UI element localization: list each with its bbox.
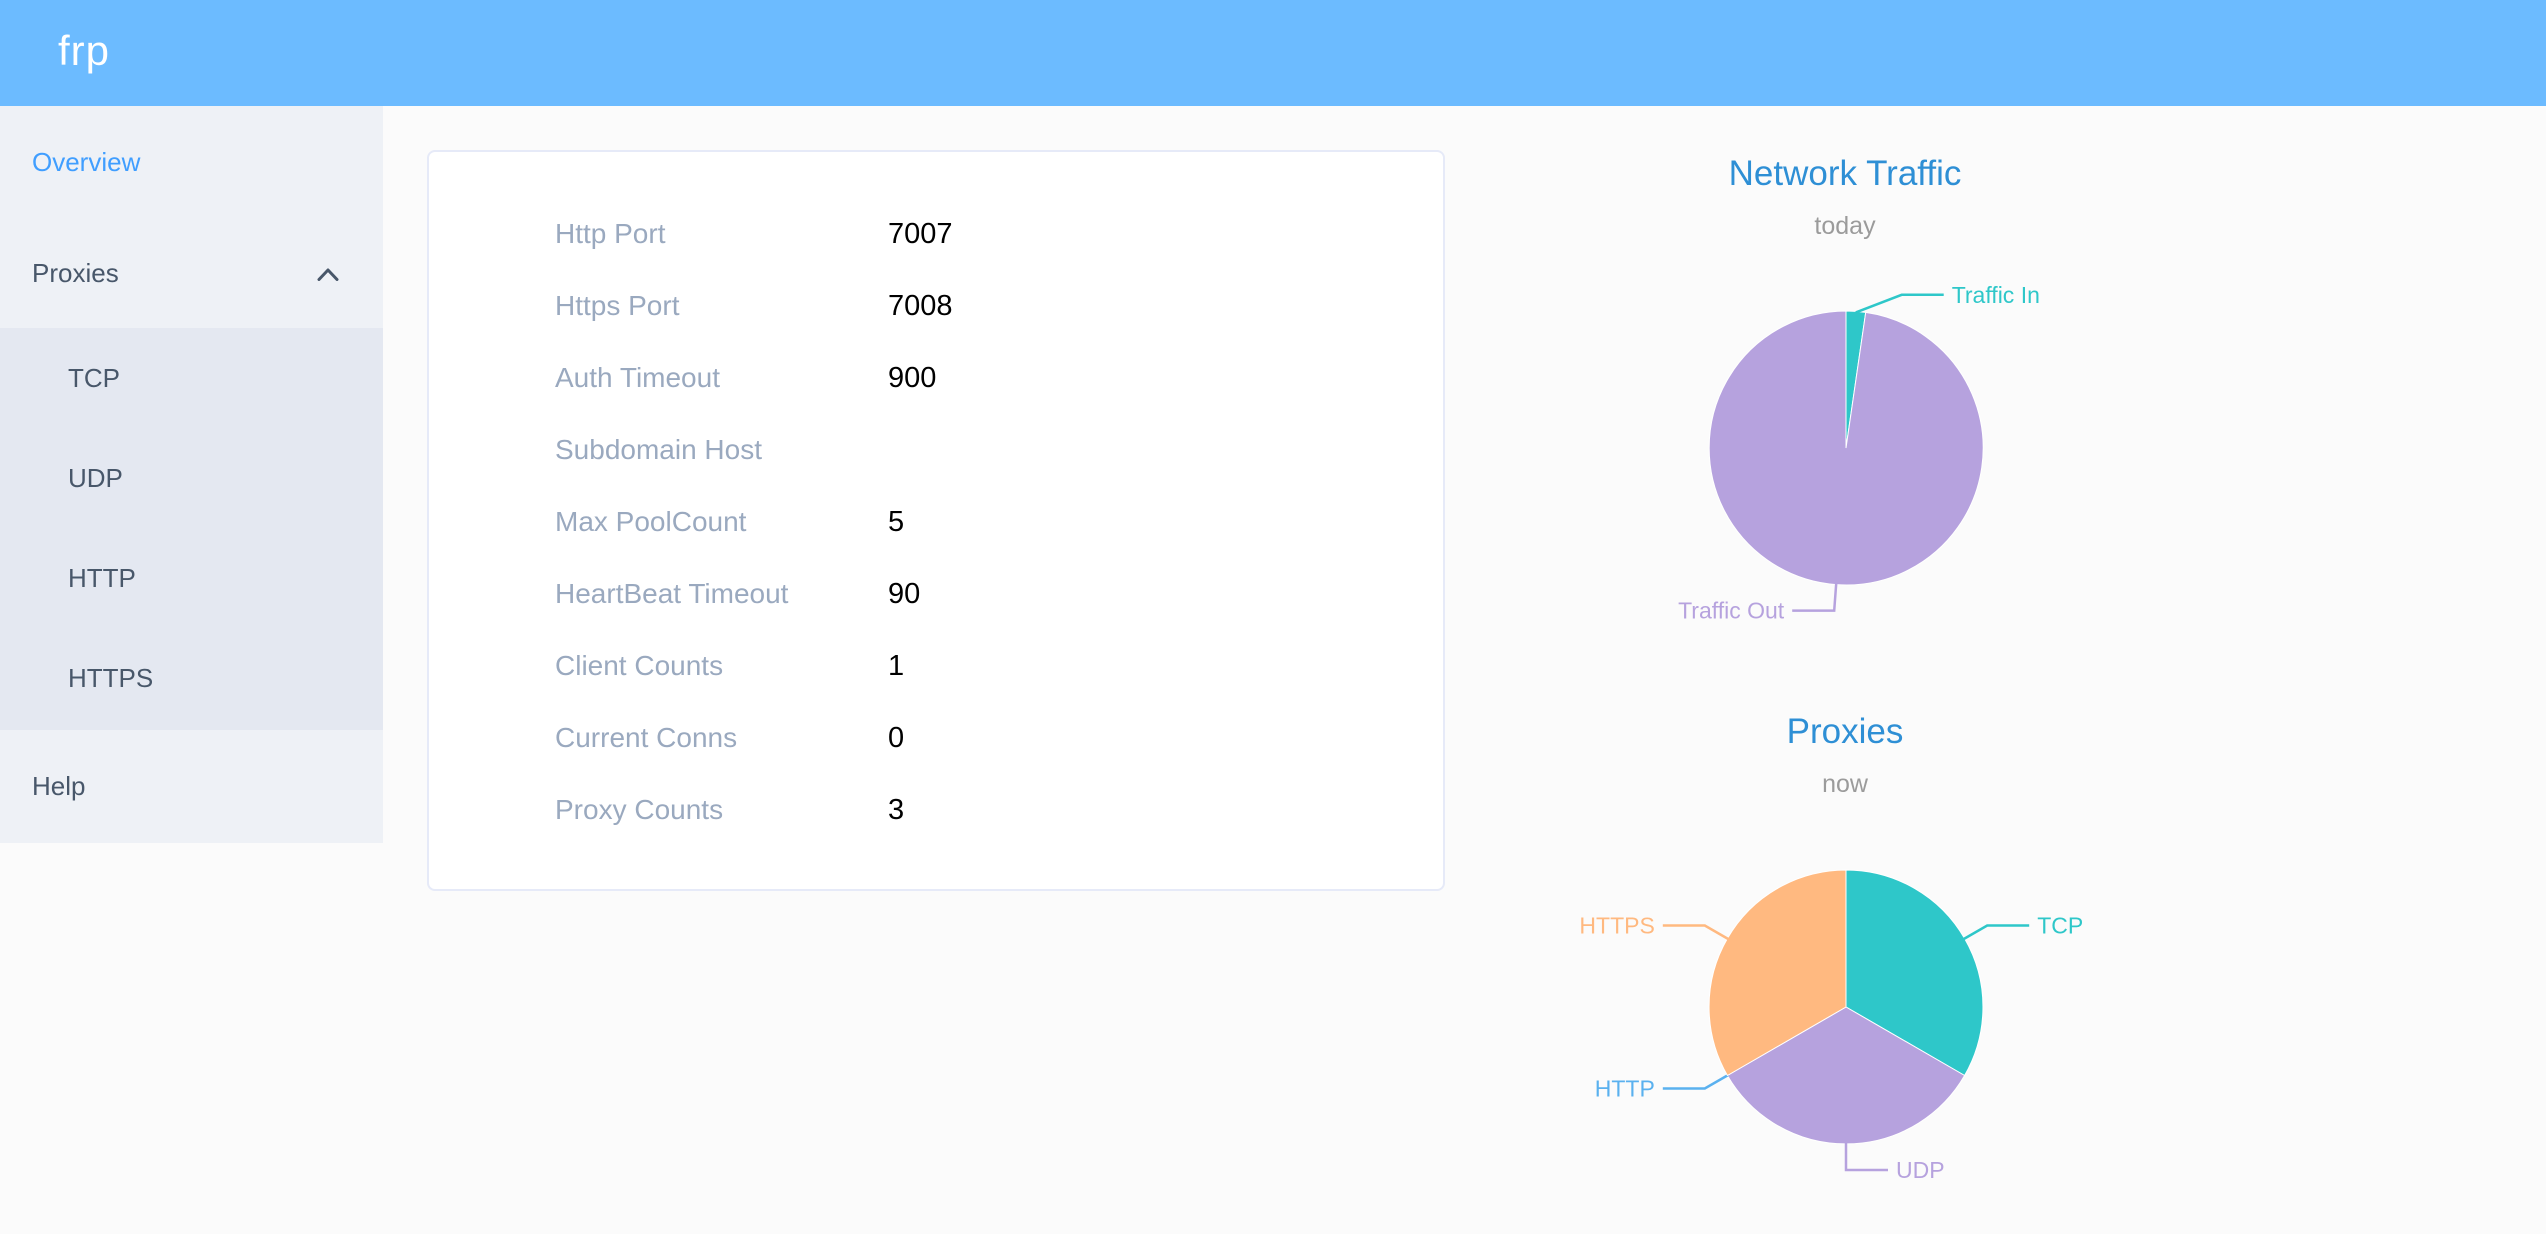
config-value: 90 [888,578,921,610]
config-row: Current Conns 0 [429,702,1443,774]
sidebar-item-overview[interactable]: Overview [0,106,383,218]
config-row: Https Port 7008 [429,270,1443,342]
label-leader-line [1844,1143,1888,1172]
config-rows: Http Port 7007 Https Port 7008 Auth Timeout 9… [429,198,1443,846]
app-header: frp [0,0,2546,106]
config-row: Auth Timeout 900 [429,342,1443,414]
sidebar-item-udp[interactable]: UDP [0,428,383,528]
label-leader-line [1963,924,2030,941]
sidebar-item-https[interactable]: HTTPS [0,628,383,728]
config-label: Subdomain Host [555,434,763,465]
pie-slice-label: HTTPS [1579,913,1654,939]
sidebar-item-tcp[interactable]: TCP [0,328,383,428]
config-value: 3 [888,794,905,826]
network-traffic-title: Network Traffic [1728,154,1962,193]
app-logo: frp [58,27,111,74]
proxies-chart-subtitle: now [1822,770,1868,798]
pie-slice-traffic-out[interactable] [1708,310,1984,586]
config-label: Current Conns [555,722,738,753]
config-row: Max PoolCount 5 [429,486,1443,558]
chevron-up-icon [317,268,339,281]
sidebar-item-label: Overview [32,147,141,177]
pie-slice-label: UDP [1896,1157,1945,1183]
config-label: Https Port [555,290,680,321]
label-leader-line [1855,293,1944,314]
proxies-submenu: TCP UDP HTTP HTTPS [0,328,383,730]
config-row: Client Counts 1 [429,630,1443,702]
config-row: Subdomain Host [429,414,1443,486]
config-row: HeartBeat Timeout 90 [429,558,1443,630]
sidebar: Overview Proxies TCP UDP HTTP HTTPS Help [0,106,383,843]
sidebar-item-http[interactable]: HTTP [0,528,383,628]
server-config-card: Http Port 7007 Https Port 7008 Auth Timeout 9… [427,150,1445,891]
label-leader-line [1662,924,1729,941]
config-value: 7008 [888,290,953,322]
sidebar-item-label: UDP [68,463,123,493]
pie-slice-label: Traffic Out [1678,598,1785,624]
config-label: Client Counts [555,650,724,681]
pie-slice-label: Traffic In [1952,282,2040,308]
config-label: HeartBeat Timeout [555,578,789,609]
sidebar-item-label: TCP [68,363,120,393]
config-label: Proxy Counts [555,794,724,825]
sidebar-item-label: HTTPS [68,663,154,693]
network-traffic-pie-chart: Traffic In Traffic Out [1678,282,2040,624]
pie-slice-label: TCP [2037,913,2083,939]
sidebar-item-proxies[interactable]: Proxies [0,218,383,328]
config-value: 0 [888,722,905,754]
config-label: Auth Timeout [555,362,720,393]
pie-slice-label: HTTP [1595,1076,1655,1102]
proxies-pie-chart: TCP UDP HTTP HTTPS [1579,869,2083,1183]
network-traffic-subtitle: today [1814,212,1876,240]
config-row: Http Port 7007 [429,198,1443,270]
sidebar-item-label: Help [32,771,86,801]
config-value: 5 [888,506,905,538]
config-label: Http Port [555,218,666,249]
sidebar-item-label: HTTP [68,563,136,593]
sidebar-item-help[interactable]: Help [0,730,383,843]
config-row: Proxy Counts 3 [429,774,1443,846]
sidebar-item-label: Proxies [32,258,119,288]
proxies-chart-title: Proxies [1786,712,1904,751]
label-leader-line [1662,1073,1729,1090]
config-value: 1 [888,650,905,682]
config-label: Max PoolCount [555,506,747,537]
config-value: 900 [888,362,937,394]
config-value: 7007 [888,218,953,250]
label-leader-line [1792,583,1838,612]
